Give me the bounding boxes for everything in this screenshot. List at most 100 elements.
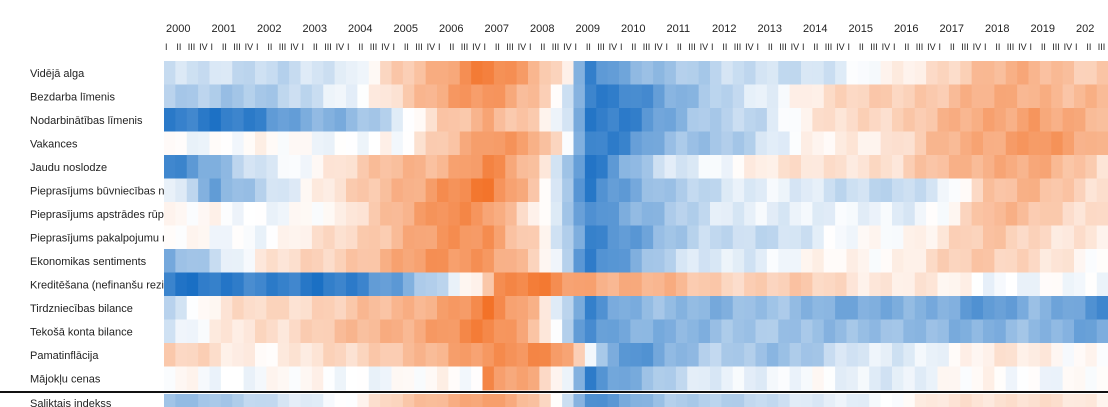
heatmap-cell [641, 343, 654, 367]
heatmap-cell [1039, 366, 1052, 391]
heatmap-cell [539, 84, 552, 109]
heatmap-cell [835, 249, 848, 273]
heatmap-cell [857, 343, 870, 367]
heatmap-cell [596, 343, 609, 367]
heatmap-cell [186, 202, 199, 226]
heatmap-cell [778, 272, 791, 297]
heatmap-cell [493, 131, 506, 156]
heatmap-cell [971, 272, 984, 297]
heatmap-cell [926, 249, 939, 273]
heatmap-cell [1096, 249, 1108, 273]
heatmap-cell [914, 343, 927, 367]
heatmap-cell [346, 155, 358, 179]
heatmap-cell [209, 202, 222, 226]
heatmap-cell [607, 61, 620, 85]
heatmap-cell [528, 343, 540, 367]
heatmap-cell [619, 178, 631, 203]
heatmap-cell [960, 296, 973, 320]
heatmap-cell [493, 366, 506, 391]
heatmap-cell [584, 249, 597, 273]
heatmap-cell [607, 131, 620, 156]
quarter-tick: IV [654, 42, 663, 52]
heatmap-cell [687, 178, 700, 203]
heatmap-cell [755, 343, 768, 367]
heatmap-cell [323, 61, 336, 85]
heatmap-cell [619, 343, 631, 367]
heatmap-cell [971, 202, 984, 226]
heatmap-cell [505, 319, 518, 344]
heatmap-cell [983, 296, 995, 320]
heatmap-cell [493, 272, 506, 297]
composite-cell [175, 394, 188, 407]
heatmap-cell [630, 178, 643, 203]
year-label: 2014 [803, 23, 827, 35]
heatmap-cell [846, 366, 859, 391]
heatmap-cell [311, 61, 324, 85]
heatmap-cell [391, 84, 404, 109]
heatmap-cell [1051, 319, 1064, 344]
heatmap-cell [801, 343, 813, 367]
heatmap-cell [1039, 272, 1052, 297]
heatmap-cell [471, 366, 484, 391]
heatmap-cell [823, 202, 836, 226]
heatmap-cell [448, 61, 461, 85]
heatmap-cell [607, 343, 620, 367]
heatmap-cell [812, 61, 825, 85]
heatmap-cell [562, 61, 575, 85]
composite-cell [357, 394, 370, 407]
quarter-tick: I [438, 42, 441, 52]
heatmap-cell [1051, 84, 1064, 109]
heatmap-cell [1017, 108, 1030, 132]
composite-cell [812, 394, 825, 407]
heatmap-cell [232, 155, 245, 179]
heatmap-cell [755, 272, 768, 297]
heatmap-cell [983, 366, 995, 391]
heatmap-cell [1039, 296, 1052, 320]
heatmap-cell [414, 131, 427, 156]
heatmap-cell [243, 272, 256, 297]
heatmap-cell [437, 202, 449, 226]
heatmap-cell [607, 155, 620, 179]
year-label: 2011 [667, 23, 691, 35]
heatmap-cell [960, 202, 973, 226]
heatmap-cell [1062, 131, 1075, 156]
heatmap-cell [209, 272, 222, 297]
heatmap-cell [334, 249, 347, 273]
heatmap-cell [459, 108, 472, 132]
heatmap-cell [698, 202, 711, 226]
heatmap-cell [641, 61, 654, 85]
heatmap-cell [903, 108, 916, 132]
quarter-tick: I [575, 42, 578, 52]
heatmap-cell [823, 343, 836, 367]
heatmap-cell [971, 343, 984, 367]
heatmap-cell [675, 296, 688, 320]
heatmap-cell [425, 249, 438, 273]
heatmap-cell [186, 225, 199, 250]
heatmap-cell [357, 225, 370, 250]
heatmap-cell [516, 319, 529, 344]
heatmap-cell [437, 178, 449, 203]
heatmap-cell [653, 84, 666, 109]
heatmap-cell [380, 108, 393, 132]
heatmap-cell [539, 272, 552, 297]
heatmap-cell [596, 296, 609, 320]
quarter-tick: III [233, 42, 241, 52]
heatmap-cell [948, 225, 961, 250]
heatmap-cell [710, 272, 722, 297]
heatmap-cell [459, 61, 472, 85]
heatmap-cell [869, 272, 882, 297]
heatmap-cell [789, 343, 802, 367]
heatmap-cell [346, 225, 358, 250]
heatmap-cell [914, 61, 927, 85]
heatmap-cell [892, 319, 904, 344]
heatmap-cell [437, 61, 449, 85]
heatmap-cell [789, 296, 802, 320]
heatmap-cell [277, 84, 290, 109]
heatmap-cell [710, 202, 722, 226]
heatmap-cell [266, 178, 279, 203]
heatmap-cell [391, 343, 404, 367]
row-label: Nodarbinātības līmenis [30, 115, 143, 127]
heatmap-cell [914, 366, 927, 391]
heatmap-cell [380, 249, 393, 273]
heatmap-cell [334, 343, 347, 367]
